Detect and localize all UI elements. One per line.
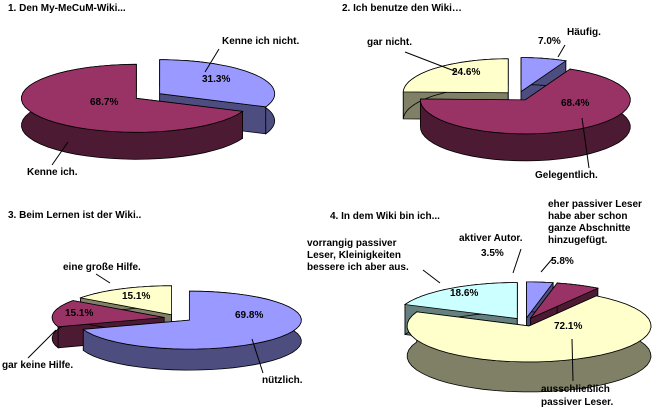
chart1-pie	[21, 59, 276, 160]
chart3-value-1: 15.1%	[65, 308, 94, 319]
chart4-value-0: 3.5%	[481, 248, 504, 259]
leader-line	[27, 329, 57, 359]
pie-slice-3-1	[51, 300, 165, 328]
leader-line	[581, 117, 590, 169]
pie-slice-2-0	[520, 57, 567, 93]
leader-line	[251, 338, 264, 374]
label-line: ganze Abschnitte	[548, 223, 631, 234]
chart3-label-2: eine große Hilfe.	[63, 262, 141, 273]
chart4-title: 4. In dem Wiki bin ich...	[330, 211, 440, 222]
pie-slice-4-3	[403, 282, 518, 320]
chart1-value-1: 68.7%	[90, 97, 119, 108]
leader-line	[404, 51, 458, 73]
chart4-value-3: 18.6%	[450, 288, 479, 299]
leader-line	[204, 48, 220, 73]
leader-line	[422, 269, 441, 284]
leader-line	[557, 44, 566, 58]
chart3-value-2: 15.1%	[122, 291, 151, 302]
pie-slice-4-1	[530, 282, 600, 319]
leader-line	[95, 273, 111, 284]
chart4-pie	[403, 281, 652, 393]
pie-slice-3-2	[79, 285, 173, 316]
label-line: Leser, Kleinigkeiten	[307, 250, 401, 261]
chart3-label-0: nützlich.	[262, 375, 303, 386]
chart1-title: 1. Den My-MeCuM-Wiki...	[8, 3, 126, 14]
chart2-value-0: 7.0%	[538, 36, 561, 47]
chart4-label-2: ausschließlich passiver Leser.	[541, 383, 613, 409]
leader-line	[540, 257, 554, 273]
chart3-pie	[51, 285, 302, 371]
pie-slice-4-0	[526, 281, 554, 320]
label-line: habe aber schon	[548, 211, 628, 222]
chart2-title: 2. Ich benutze den Wiki…	[342, 3, 462, 14]
chart4-value-2: 72.1%	[554, 321, 583, 332]
chart2-label-1: Gelegentlich.	[535, 170, 598, 181]
chart4-label-1: eher passiver Leser habe aber schon ganz…	[548, 199, 642, 247]
pie-slice-4-2	[406, 295, 652, 363]
label-line: hinzugefügt.	[548, 235, 608, 246]
chart1-value-0: 31.3%	[202, 74, 231, 85]
leader-line	[512, 248, 522, 274]
chart2-value-1: 68.4%	[561, 98, 590, 109]
chart1-label-0: Kenne ich nicht.	[222, 36, 300, 47]
chart2-value-2: 24.6%	[452, 67, 481, 78]
leader-line	[571, 338, 574, 382]
pie-slice-2-1	[419, 68, 631, 135]
chart2-label-2: gar nicht.	[367, 37, 413, 48]
label-line: passiver Leser.	[541, 397, 614, 408]
chart3-title: 3. Beim Lernen ist der Wiki..	[8, 210, 142, 221]
chart2-label-0: Häufig.	[567, 27, 601, 38]
pie-slice-2-2	[402, 58, 509, 94]
chart4-label-0: aktiver Autor.	[459, 233, 523, 244]
leader-line	[51, 141, 69, 166]
label-line: ausschließlich	[541, 384, 610, 395]
chart1-label-1: Kenne ich.	[27, 167, 78, 178]
chart3-value-0: 69.8%	[235, 310, 264, 321]
chart4-label-3: vorrangig passiver Leser, Kleinigkeiten …	[307, 238, 409, 274]
pie-slice-3-0	[82, 290, 302, 350]
label-line: vorrangig passiver	[307, 238, 397, 249]
chart4-value-1: 5.8%	[551, 256, 574, 267]
pie-slice-1-1	[21, 63, 244, 133]
chart3-label-1: gar keine Hilfe.	[2, 360, 74, 371]
label-line: eher passiver Leser	[548, 199, 642, 210]
pie-slice-1-0	[159, 59, 276, 108]
chart2-pie	[402, 57, 631, 162]
label-line: bessere ich aber aus.	[307, 262, 409, 273]
